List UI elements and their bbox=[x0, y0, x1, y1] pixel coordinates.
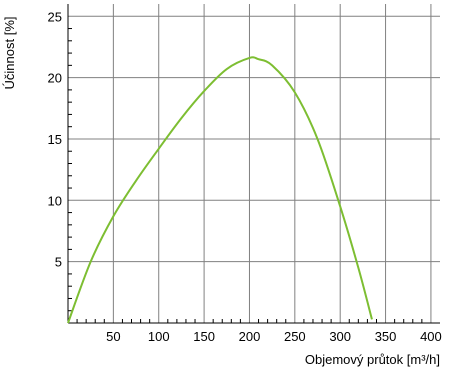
series bbox=[67, 56, 373, 324]
y-tick-label-10: 10 bbox=[48, 193, 62, 208]
axes bbox=[67, 4, 440, 324]
minor-ticks bbox=[68, 28, 423, 323]
efficiency-curve-0 bbox=[67, 56, 373, 324]
x-tick-label-50: 50 bbox=[106, 329, 120, 344]
x-tick-label-400: 400 bbox=[420, 329, 442, 344]
x-axis-title: Objemový průtok [m³/h] bbox=[305, 352, 440, 367]
grid bbox=[68, 4, 440, 323]
y-tick-label-20: 20 bbox=[48, 71, 62, 86]
y-tick-label-25: 25 bbox=[48, 9, 62, 24]
y-tick-label-5: 5 bbox=[55, 255, 62, 270]
x-tick-label-350: 350 bbox=[375, 329, 397, 344]
x-tick-label-300: 300 bbox=[329, 329, 351, 344]
x-tick-label-100: 100 bbox=[148, 329, 170, 344]
x-tick-label-150: 150 bbox=[193, 329, 215, 344]
y-tick-label-15: 15 bbox=[48, 132, 62, 147]
y-axis-title: Účinnost [%] bbox=[2, 17, 17, 90]
x-tick-labels: 50 100 150 200 250 300 350 400 bbox=[106, 329, 442, 344]
y-tick-labels: 5 10 15 20 25 bbox=[48, 9, 62, 269]
x-tick-label-200: 200 bbox=[239, 329, 261, 344]
x-tick-label-250: 250 bbox=[284, 329, 306, 344]
